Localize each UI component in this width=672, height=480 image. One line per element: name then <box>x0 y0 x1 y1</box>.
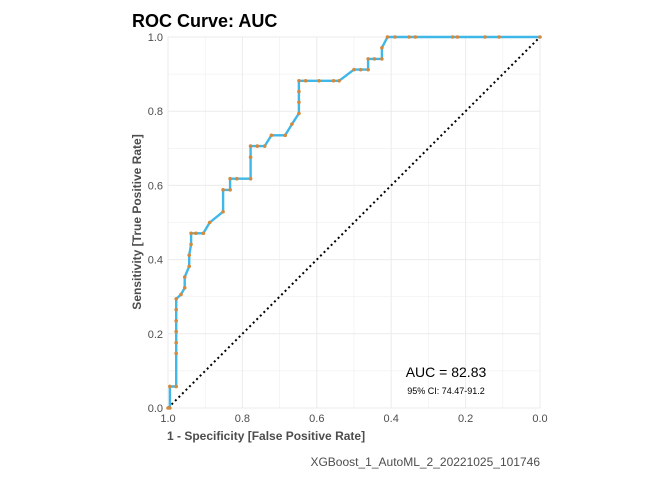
roc-point <box>174 384 178 389</box>
roc-point <box>366 57 370 61</box>
roc-point <box>303 78 308 83</box>
roc-point <box>174 297 178 301</box>
roc-point <box>189 242 193 247</box>
roc-point <box>380 57 384 61</box>
roc-point <box>168 384 172 389</box>
roc-points <box>166 35 542 410</box>
roc-point <box>168 406 172 410</box>
y-axis-ticks: 0.0 0.2 0.4 0.6 0.8 1.0 <box>148 32 163 415</box>
roc-point <box>262 144 267 148</box>
roc-point <box>174 307 178 312</box>
x-tick-label: 0.2 <box>458 413 473 425</box>
roc-point <box>221 209 225 214</box>
roc-point <box>538 35 542 39</box>
roc-point <box>201 231 206 236</box>
roc-point <box>207 220 212 225</box>
roc-point <box>337 78 341 83</box>
roc-point <box>317 78 321 83</box>
roc-point <box>255 144 260 148</box>
roc-point <box>228 176 232 181</box>
roc-point <box>483 35 487 39</box>
roc-point <box>182 275 187 279</box>
y-tick-label: 0.2 <box>148 329 163 341</box>
roc-point <box>331 78 336 83</box>
roc-point <box>380 45 384 50</box>
roc-point <box>283 133 287 138</box>
roc-point <box>174 340 178 345</box>
x-tick-label: 1.0 <box>160 413 175 425</box>
x-tick-label: 0.6 <box>309 413 324 425</box>
roc-point <box>248 155 253 160</box>
roc-point <box>297 89 301 94</box>
roc-point <box>497 35 501 39</box>
roc-point <box>297 100 301 105</box>
roc-point <box>407 35 411 39</box>
roc-point <box>352 67 356 72</box>
roc-point <box>385 35 390 39</box>
x-axis-ticks: 1.0 0.8 0.6 0.4 0.2 0.0 <box>160 413 547 425</box>
y-tick-label: 0.4 <box>148 255 163 267</box>
y-tick-label: 0.6 <box>148 180 163 192</box>
roc-point <box>455 35 460 39</box>
roc-point <box>269 133 274 138</box>
roc-point <box>358 67 363 72</box>
x-tick-label: 0.8 <box>235 413 250 425</box>
roc-point <box>393 35 397 39</box>
y-tick-label: 0.8 <box>148 106 163 118</box>
chart-title: ROC Curve: AUC <box>132 11 277 31</box>
roc-point <box>182 285 187 290</box>
model-caption: XGBoost_1_AutoML_2_20221025_101746 <box>310 455 540 469</box>
roc-point <box>174 329 178 334</box>
roc-point <box>413 35 418 39</box>
roc-point <box>221 188 225 192</box>
roc-point <box>174 319 178 323</box>
roc-point <box>174 351 178 356</box>
roc-point <box>187 253 192 257</box>
roc-point <box>297 78 301 83</box>
x-tick-label: 0.4 <box>384 413 399 425</box>
roc-point <box>194 231 198 236</box>
x-axis-title: 1 - Specificity [False Positive Rate] <box>167 429 365 443</box>
y-tick-label: 1.0 <box>148 32 163 44</box>
roc-point <box>189 231 193 236</box>
roc-point <box>450 35 455 39</box>
roc-point <box>228 188 232 192</box>
roc-point <box>366 67 370 72</box>
ci-annotation: 95% CI: 74.47-91.2 <box>407 386 485 396</box>
roc-point <box>297 111 301 116</box>
x-tick-label: 0.0 <box>532 413 547 425</box>
auc-annotation: AUC = 82.83 <box>406 364 487 380</box>
roc-point <box>187 264 192 269</box>
roc-point <box>179 292 183 297</box>
y-tick-label: 0.0 <box>148 403 163 415</box>
roc-point <box>290 122 294 126</box>
roc-point <box>248 144 253 148</box>
roc-point <box>235 176 239 181</box>
roc-point <box>372 57 377 61</box>
y-axis-title: Sensitivity [True Positive Rate] <box>130 134 144 309</box>
roc-point <box>248 176 253 181</box>
